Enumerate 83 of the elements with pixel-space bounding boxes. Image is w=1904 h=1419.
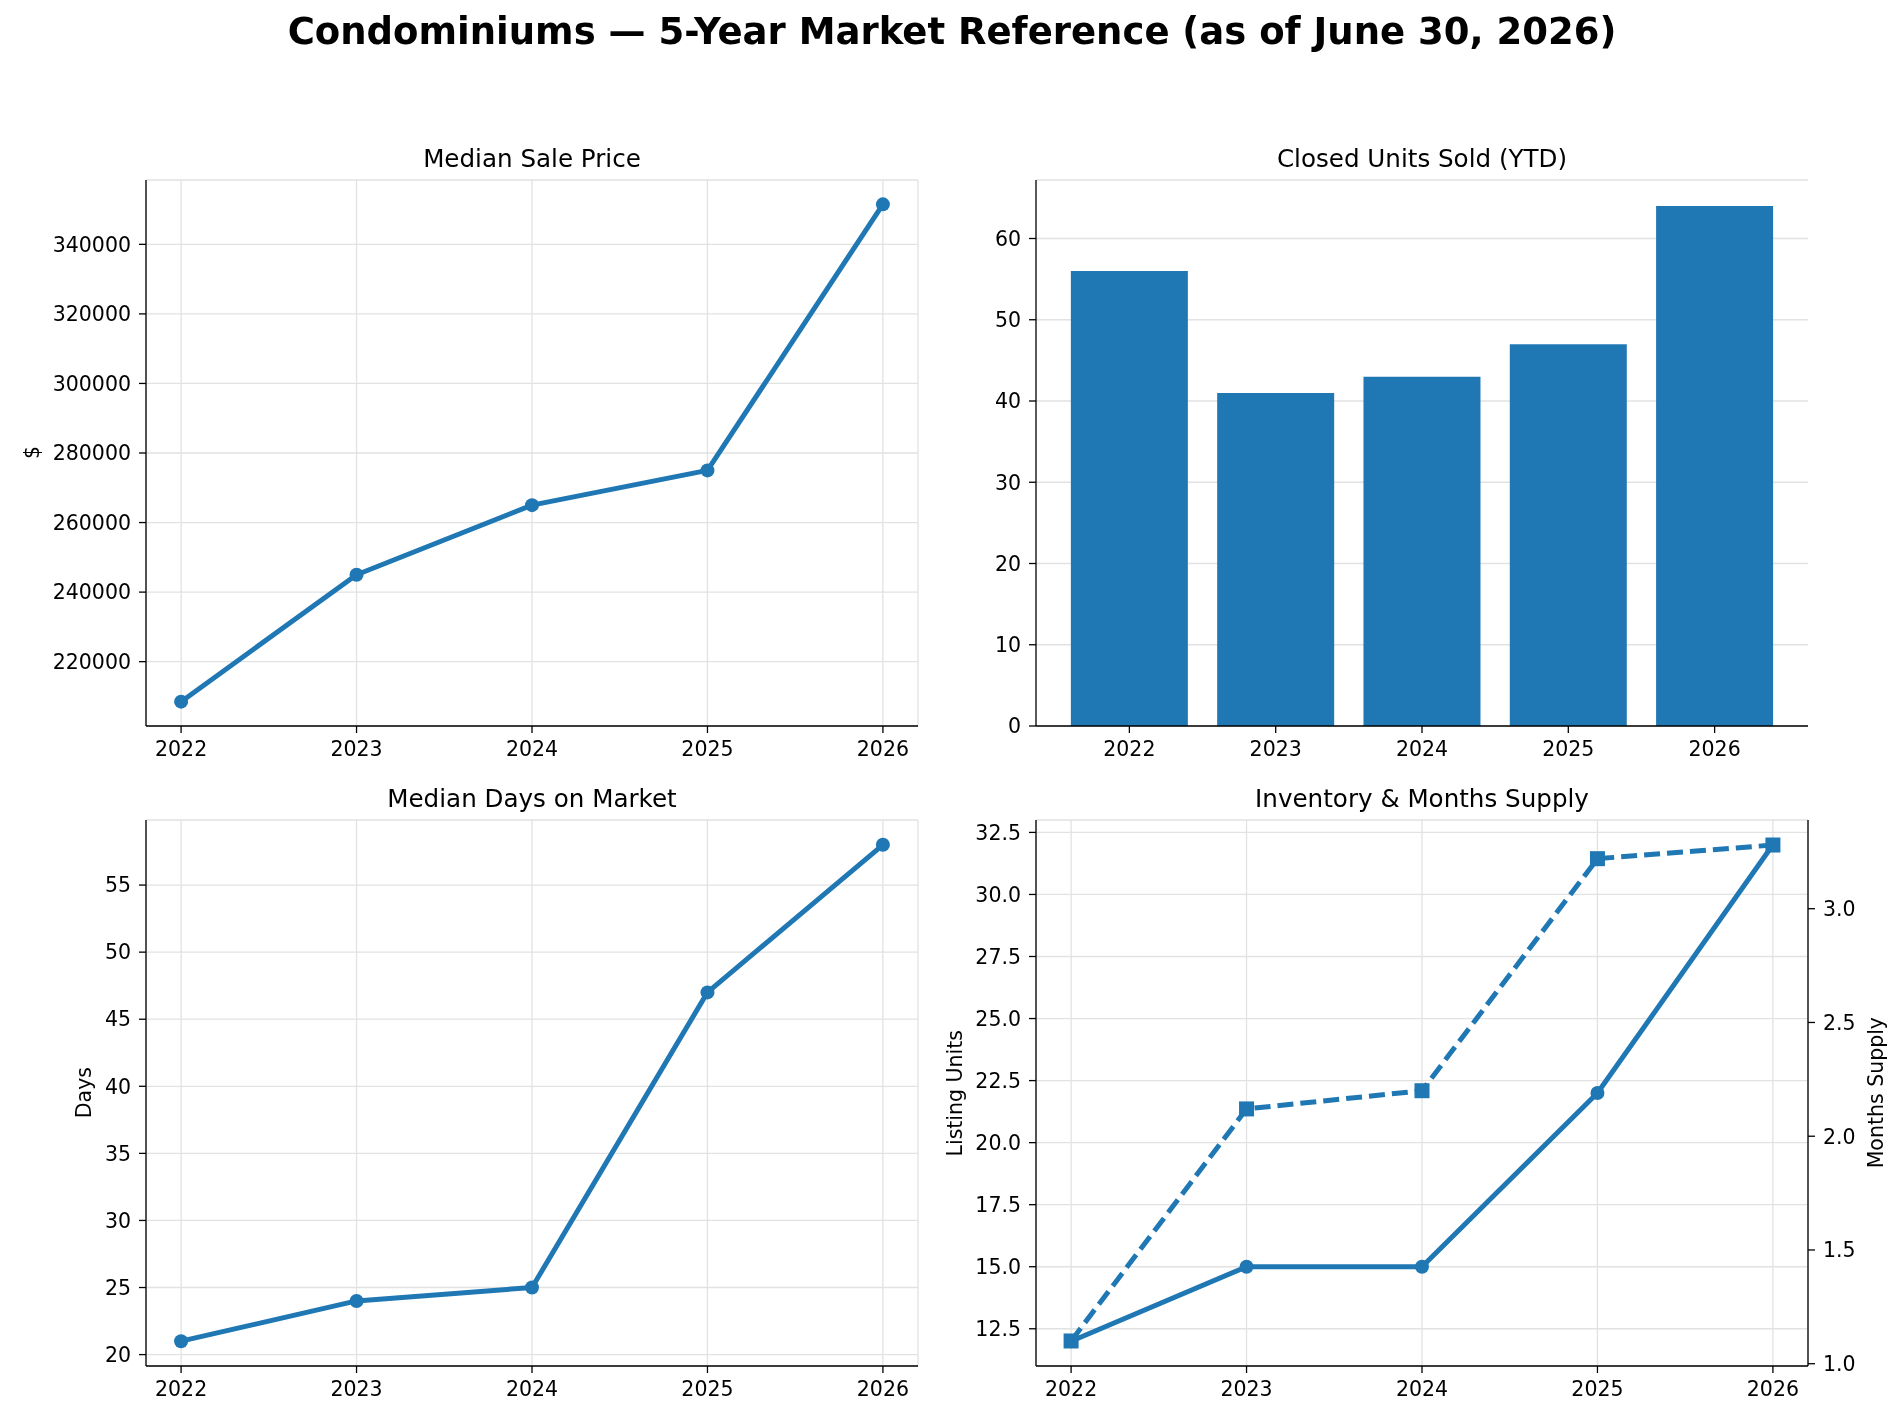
y-tick-label: 300000 — [52, 371, 131, 396]
point — [349, 1293, 364, 1308]
point — [700, 985, 715, 1000]
y-tick-label: 40 — [104, 1074, 131, 1099]
text: Condominiums — 5-Year Market Reference (as of June 30, 2026) — [286, 10, 1618, 55]
y-tick-label: 25.0 — [975, 1006, 1021, 1031]
y-tick-label: 35 — [104, 1141, 131, 1166]
y-tick-label: 20 — [104, 1342, 131, 1367]
y-tick-label: 22.5 — [975, 1068, 1021, 1093]
x-tick-label: 2023 — [330, 736, 383, 761]
point — [525, 1280, 539, 1295]
x-tick-label: 2023 — [1249, 736, 1302, 761]
point — [349, 567, 364, 582]
bar — [1656, 206, 1774, 726]
x-tick-label: 2022 — [1103, 736, 1156, 761]
x-tick-label: 2024 — [505, 736, 559, 761]
y-tick-label: 260000 — [52, 510, 131, 535]
x-tick-label: 2024 — [1395, 736, 1449, 761]
x-tick-label: 2026 — [856, 736, 909, 761]
bar — [1509, 344, 1627, 726]
x-tick-label: 2022 — [1045, 1376, 1098, 1401]
chart-title: Median Sale Price — [422, 144, 642, 174]
bar — [1070, 271, 1188, 726]
y2-tick-label: 1.0 — [1823, 1352, 1856, 1376]
bar — [1363, 376, 1481, 726]
y-tick-label: 40 — [994, 389, 1021, 414]
y-tick-label: 320000 — [52, 302, 131, 327]
y-tick-label: 45 — [104, 1007, 131, 1032]
point — [1239, 1101, 1255, 1117]
point — [875, 197, 890, 212]
y-tick-label: 55 — [104, 873, 131, 898]
y2-tick-label: 1.5 — [1823, 1238, 1856, 1263]
y-tick-label: 30 — [104, 1208, 131, 1233]
x-tick-label: 2023 — [1220, 1376, 1273, 1401]
y2-tick-label: 2.5 — [1823, 1010, 1856, 1035]
y2-tick-label: 2.0 — [1823, 1124, 1856, 1149]
x-tick-label: 2022 — [155, 1376, 208, 1401]
x-tick-label: 2026 — [1746, 1376, 1799, 1401]
y-tick-label: 15.0 — [975, 1255, 1021, 1279]
point — [1414, 1083, 1430, 1099]
y-tick-label: 20 — [994, 551, 1021, 576]
y-axis-title: Days — [72, 1067, 97, 1119]
y-tick-label: 20.0 — [975, 1130, 1021, 1155]
point — [875, 837, 890, 852]
y-tick-label: 50 — [104, 940, 131, 965]
y2-axis-title: Months Supply — [1863, 1017, 1889, 1169]
y-tick-label: 25 — [104, 1275, 131, 1300]
x-tick-label: 2025 — [681, 736, 734, 761]
x-tick-label: 2024 — [505, 1376, 559, 1401]
point — [174, 1334, 189, 1349]
y-tick-label: 30.0 — [975, 882, 1021, 907]
y-axis-title: Listing Units — [942, 1029, 968, 1157]
y-tick-label: 27.5 — [975, 944, 1021, 969]
x-tick-label: 2025 — [1542, 736, 1595, 761]
x-tick-label: 2026 — [856, 1376, 909, 1401]
point — [700, 463, 715, 478]
y-tick-label: 50 — [994, 308, 1021, 333]
y-tick-label: 0 — [1007, 714, 1021, 739]
y-tick-label: 10 — [994, 633, 1021, 658]
bar — [1217, 392, 1335, 726]
y-tick-label: 17.5 — [975, 1192, 1021, 1217]
point — [525, 498, 539, 513]
y-tick-label: 220000 — [52, 649, 131, 674]
y2-tick-label: 3.0 — [1823, 897, 1856, 921]
y-tick-label: 240000 — [52, 580, 131, 605]
x-tick-label: 2024 — [1395, 1376, 1449, 1401]
x-tick-label: 2022 — [155, 736, 208, 761]
chart-title: Closed Units Sold (YTD) — [1275, 144, 1569, 174]
chart-title: Median Days on Market — [386, 784, 678, 814]
point — [1589, 851, 1605, 867]
x-tick-label: 2025 — [1571, 1376, 1624, 1401]
chart-title: Inventory & Months Supply — [1254, 784, 1590, 814]
y-tick-label: 30 — [994, 470, 1021, 495]
point — [174, 694, 189, 709]
y-tick-label: 340000 — [52, 232, 131, 257]
x-tick-label: 2026 — [1688, 736, 1741, 761]
y-tick-label: 12.5 — [975, 1317, 1021, 1342]
y-axis-title: $ — [20, 446, 45, 460]
y-tick-label: 32.5 — [975, 820, 1021, 845]
y-tick-label: 280000 — [52, 441, 131, 466]
x-tick-label: 2025 — [681, 1376, 734, 1401]
y-tick-label: 60 — [994, 226, 1021, 251]
x-tick-label: 2023 — [330, 1376, 383, 1401]
